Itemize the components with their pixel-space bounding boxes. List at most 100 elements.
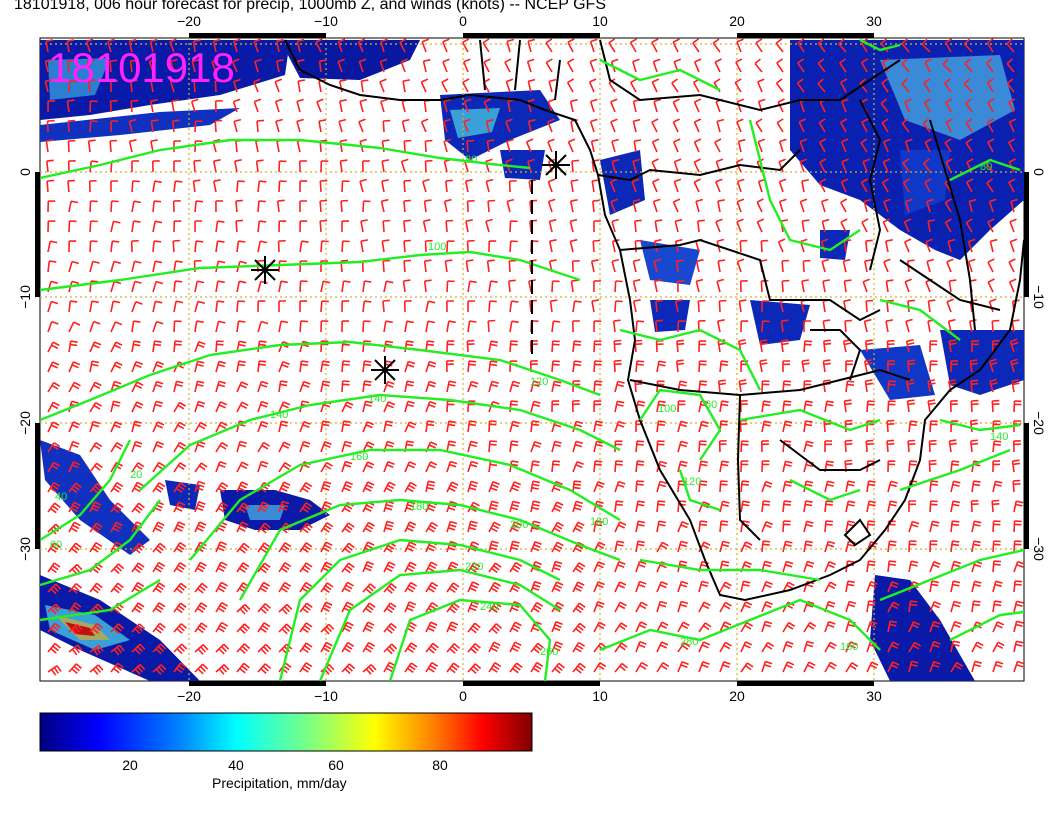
wind-barb bbox=[698, 580, 709, 593]
wind-barb bbox=[129, 59, 138, 73]
wind-barb bbox=[320, 522, 334, 533]
wind-barb bbox=[257, 581, 270, 593]
lat-tick-label: 0 bbox=[17, 168, 33, 176]
wind-barb bbox=[152, 400, 163, 413]
wind-barb bbox=[131, 542, 145, 554]
wind-barb bbox=[485, 118, 494, 133]
wind-barb bbox=[425, 380, 437, 393]
wind-barb bbox=[991, 399, 1000, 413]
wind-barb bbox=[422, 58, 431, 73]
wind-barb bbox=[110, 563, 125, 575]
wind-barb bbox=[297, 79, 306, 93]
wind-barb bbox=[987, 98, 995, 113]
wind-barb bbox=[740, 440, 749, 453]
wind-barb bbox=[404, 581, 418, 593]
wind-barb bbox=[782, 380, 792, 393]
left-lat-labels: 0 −10 −20 −30 bbox=[17, 168, 33, 561]
wind-barb bbox=[614, 622, 628, 633]
wind-barb bbox=[881, 78, 889, 93]
wind-barb bbox=[965, 218, 973, 233]
wind-barb bbox=[672, 98, 680, 113]
wind-barb bbox=[693, 58, 702, 73]
wind-barb bbox=[754, 58, 763, 73]
wind-barb bbox=[671, 78, 679, 93]
wind-barb bbox=[253, 98, 262, 113]
wind-barb bbox=[359, 98, 368, 113]
wind-barb bbox=[864, 339, 874, 353]
wind-barb bbox=[781, 279, 790, 293]
wind-barb bbox=[840, 78, 848, 93]
wind-barb bbox=[965, 118, 973, 133]
wind-barb bbox=[761, 420, 772, 433]
wind-barb bbox=[992, 420, 1001, 433]
wind-barb bbox=[381, 239, 390, 253]
wind-barb bbox=[379, 78, 387, 93]
wind-barb bbox=[629, 38, 637, 53]
wind-barb bbox=[446, 662, 460, 674]
wind-barb bbox=[887, 360, 895, 373]
wind-barb bbox=[886, 439, 895, 453]
wind-barb bbox=[488, 662, 502, 673]
wind-barb bbox=[215, 220, 225, 233]
wind-barb bbox=[482, 38, 490, 53]
wind-barb bbox=[299, 602, 313, 614]
wind-barb bbox=[677, 440, 688, 453]
wind-barb bbox=[211, 58, 219, 73]
wind-barb bbox=[841, 98, 849, 113]
wind-barb bbox=[362, 602, 376, 614]
wind-barb bbox=[609, 178, 618, 193]
wind-barb bbox=[1009, 338, 1019, 353]
wind-barb bbox=[572, 340, 582, 353]
wind-barb bbox=[403, 139, 412, 153]
wind-barb bbox=[47, 542, 61, 553]
wind-barb bbox=[761, 521, 773, 533]
wind-barb bbox=[717, 199, 725, 213]
wind-barb bbox=[194, 140, 203, 153]
wind-barb bbox=[467, 581, 480, 593]
wind-barb bbox=[656, 641, 669, 653]
wind-barb bbox=[929, 660, 941, 673]
wind-barb bbox=[736, 98, 745, 113]
wind-barb bbox=[68, 644, 83, 656]
contour-label: 200 bbox=[510, 519, 528, 531]
wind-barb bbox=[400, 58, 408, 73]
wind-barb bbox=[45, 39, 54, 53]
wind-barb bbox=[152, 240, 162, 253]
wind-barb bbox=[656, 520, 667, 533]
wind-barb bbox=[509, 540, 520, 553]
wind-barb bbox=[656, 600, 668, 613]
wind-barb bbox=[651, 38, 659, 53]
wind-barb bbox=[193, 159, 201, 173]
wind-barb bbox=[382, 299, 390, 313]
wind-barb bbox=[530, 642, 544, 654]
wind-barb bbox=[152, 300, 163, 313]
wind-barb bbox=[782, 621, 796, 633]
wind-barb bbox=[820, 198, 829, 213]
wind-barb bbox=[903, 218, 912, 233]
wind-barb bbox=[551, 541, 564, 553]
wind-barb bbox=[632, 258, 641, 273]
wind-barb bbox=[509, 400, 519, 413]
wind-barb bbox=[740, 662, 754, 673]
wind-barb bbox=[152, 160, 160, 173]
contour-label: 100 bbox=[428, 241, 446, 253]
wind-barb bbox=[341, 300, 350, 313]
wind-barb bbox=[527, 78, 536, 93]
wind-barb bbox=[194, 421, 207, 433]
wind-barb bbox=[635, 500, 645, 513]
wind-barb bbox=[236, 643, 251, 654]
wind-barb bbox=[593, 460, 603, 473]
wind-barb bbox=[130, 99, 139, 113]
wind-barb bbox=[215, 200, 223, 213]
wind-barb bbox=[866, 560, 876, 573]
wind-barb bbox=[320, 240, 329, 253]
wind-barb bbox=[572, 541, 585, 553]
wind-barb bbox=[68, 440, 80, 453]
wind-barb bbox=[986, 178, 994, 193]
wind-barb bbox=[1008, 278, 1017, 293]
wind-barb bbox=[215, 441, 229, 453]
wind-barb bbox=[110, 240, 120, 253]
wind-barb bbox=[760, 239, 769, 253]
wind-barb bbox=[131, 602, 145, 613]
lon-tick-label: −20 bbox=[177, 13, 201, 29]
